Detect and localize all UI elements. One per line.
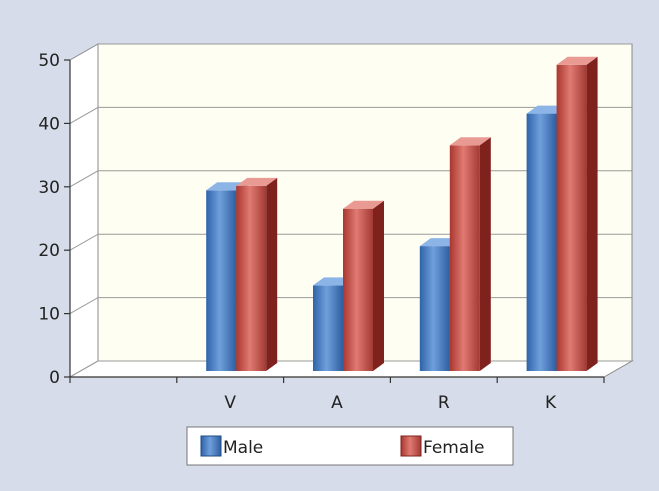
bar-top: [556, 56, 598, 65]
bar: [236, 185, 267, 371]
x-tick-label: K: [545, 393, 557, 413]
y-tick-label: 40: [38, 114, 60, 134]
bar-side: [373, 200, 384, 371]
bar-side: [266, 177, 278, 371]
bar-top: [236, 177, 278, 186]
plot-side-wall: [69, 43, 99, 378]
bar-top: [343, 200, 384, 209]
bar: [526, 113, 557, 371]
y-tick-label: 30: [38, 178, 60, 198]
bar: [556, 64, 587, 371]
bar: [343, 208, 373, 371]
x-tick-label: V: [224, 393, 236, 413]
legend-label: Female: [423, 438, 484, 458]
legend-label: Male: [223, 438, 263, 458]
legend-swatch: [200, 435, 222, 457]
bar-side: [586, 56, 598, 371]
bar: [206, 190, 237, 371]
bar-side: [479, 137, 491, 371]
bar: [419, 246, 450, 371]
grid-line: [69, 106, 632, 124]
y-tick-label: 0: [49, 368, 60, 388]
x-tick-label: R: [438, 393, 450, 413]
grid-line: [69, 43, 632, 61]
bar: [449, 145, 480, 371]
bar: [313, 285, 343, 371]
y-tick-label: 50: [38, 51, 60, 71]
x-tick-label: A: [331, 393, 343, 413]
bar-top: [449, 137, 491, 146]
legend-swatch: [400, 435, 422, 457]
y-tick-label: 20: [38, 241, 60, 261]
legend-box: [186, 426, 514, 466]
y-tick-label: 10: [38, 305, 60, 325]
